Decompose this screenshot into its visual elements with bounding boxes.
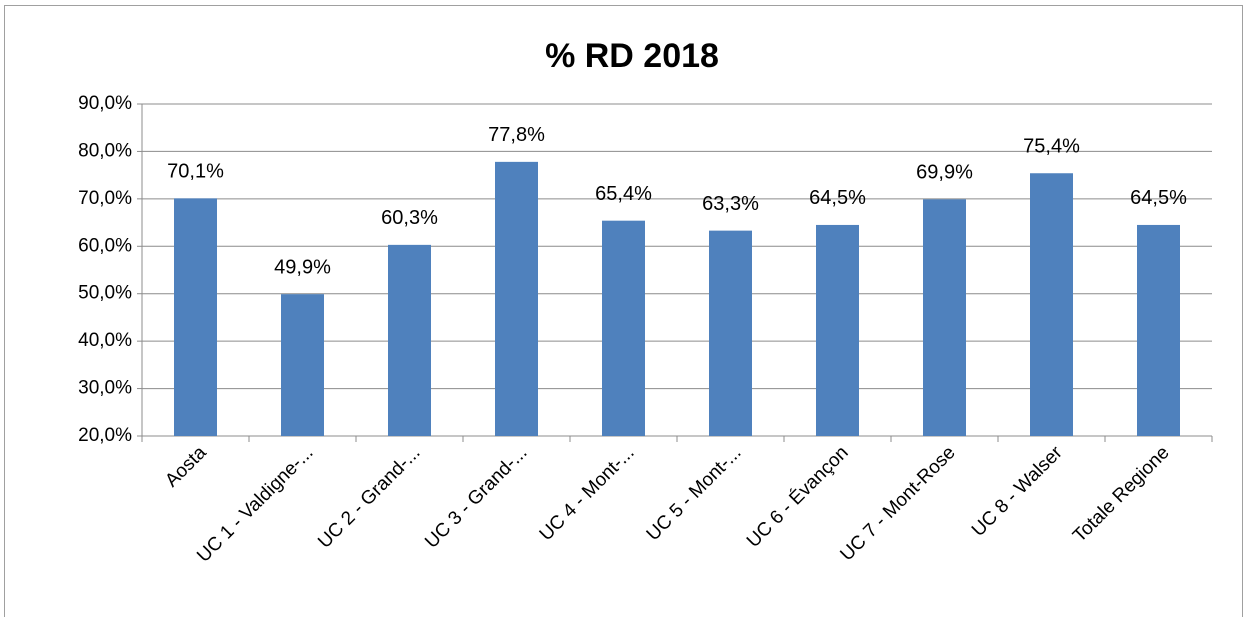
- bar: [602, 220, 645, 436]
- chart-title: % RD 2018: [545, 37, 719, 75]
- value-label: 65,4%: [595, 183, 652, 205]
- bar: [174, 198, 217, 436]
- value-label: 75,4%: [1023, 136, 1080, 158]
- value-label: 63,3%: [702, 193, 759, 215]
- bar: [816, 224, 859, 436]
- y-tick-label: 80,0%: [78, 140, 132, 161]
- y-tick-label: 20,0%: [78, 425, 132, 446]
- value-label: 69,9%: [916, 162, 973, 184]
- y-tick-label: 90,0%: [78, 93, 132, 114]
- value-label: 60,3%: [381, 207, 438, 229]
- y-tick-label: 30,0%: [78, 378, 132, 399]
- value-label: 49,9%: [274, 256, 331, 278]
- bar: [281, 294, 324, 436]
- bar: [1030, 173, 1073, 436]
- y-tick-label: 60,0%: [78, 235, 132, 256]
- y-tick-label: 50,0%: [78, 283, 132, 304]
- value-label: 64,5%: [809, 187, 866, 209]
- bar: [709, 230, 752, 436]
- value-label: 70,1%: [167, 161, 224, 183]
- value-label: 64,5%: [1130, 187, 1187, 209]
- bar: [1137, 224, 1180, 436]
- y-tick-label: 40,0%: [78, 330, 132, 351]
- bar: [923, 199, 966, 436]
- bar: [495, 161, 538, 436]
- value-label: 77,8%: [488, 124, 545, 146]
- y-tick-label: 70,0%: [78, 188, 132, 209]
- bar: [388, 244, 431, 436]
